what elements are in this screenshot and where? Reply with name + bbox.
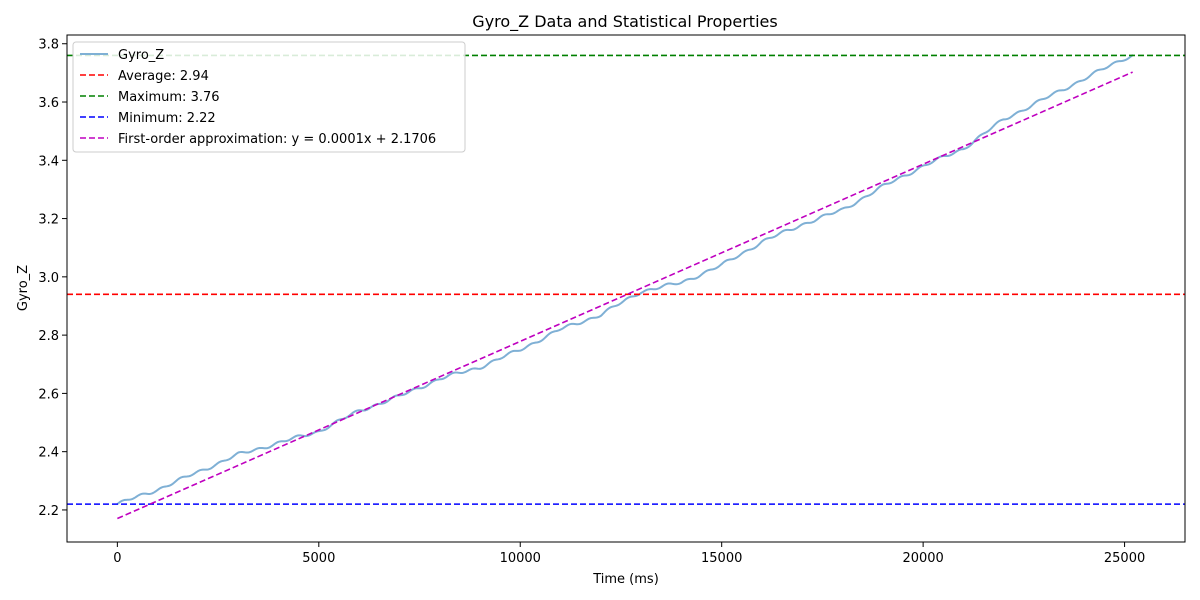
legend-label: Average: 2.94 xyxy=(118,69,209,84)
legend-box xyxy=(72,41,466,153)
plot-frame xyxy=(66,34,1186,543)
y-axis-label: Gyro_Z xyxy=(16,265,31,311)
y-tick-label: 3.4 xyxy=(38,154,59,169)
y-tick-label: 3.6 xyxy=(38,96,59,111)
y-axis: 2.2 2.4 2.6 2.8 3.0 3.2 3.4 3.6 3.8 xyxy=(38,38,67,519)
x-axis-label: Time (ms) xyxy=(592,572,659,587)
legend-label: Maximum: 3.76 xyxy=(118,90,220,105)
chart-title: Gyro_Z Data and Statistical Properties xyxy=(472,12,777,32)
series-layer xyxy=(116,54,1133,505)
y-tick-label: 2.2 xyxy=(38,504,59,519)
series-line-gyro-z xyxy=(116,54,1133,505)
x-tick-label: 25000 xyxy=(1104,551,1145,566)
y-tick-label: 2.6 xyxy=(38,387,59,402)
x-tick-label: 15000 xyxy=(701,551,742,566)
legend: Gyro_Z Average: 2.94 Maximum: 3.76 Minimum:… xyxy=(72,41,466,153)
x-axis: 0 5000 10000 15000 20000 25000 xyxy=(113,542,1145,566)
x-tick-label: 10000 xyxy=(500,551,541,566)
fit-line xyxy=(117,71,1133,520)
legend-label: Gyro_Z xyxy=(118,48,164,63)
y-tick-label: 3.2 xyxy=(38,213,59,228)
x-tick-label: 20000 xyxy=(902,551,943,566)
x-tick-label: 0 xyxy=(113,551,121,566)
y-tick-label: 3.0 xyxy=(38,271,59,286)
y-tick-label: 3.8 xyxy=(38,38,59,53)
legend-label: First-order approximation: y = 0.0001x +… xyxy=(118,132,436,147)
y-tick-label: 2.8 xyxy=(38,329,59,344)
y-tick-label: 2.4 xyxy=(38,446,59,461)
x-tick-label: 5000 xyxy=(302,551,335,566)
legend-label: Minimum: 2.22 xyxy=(118,111,216,126)
reference-lines-layer xyxy=(67,54,1185,520)
